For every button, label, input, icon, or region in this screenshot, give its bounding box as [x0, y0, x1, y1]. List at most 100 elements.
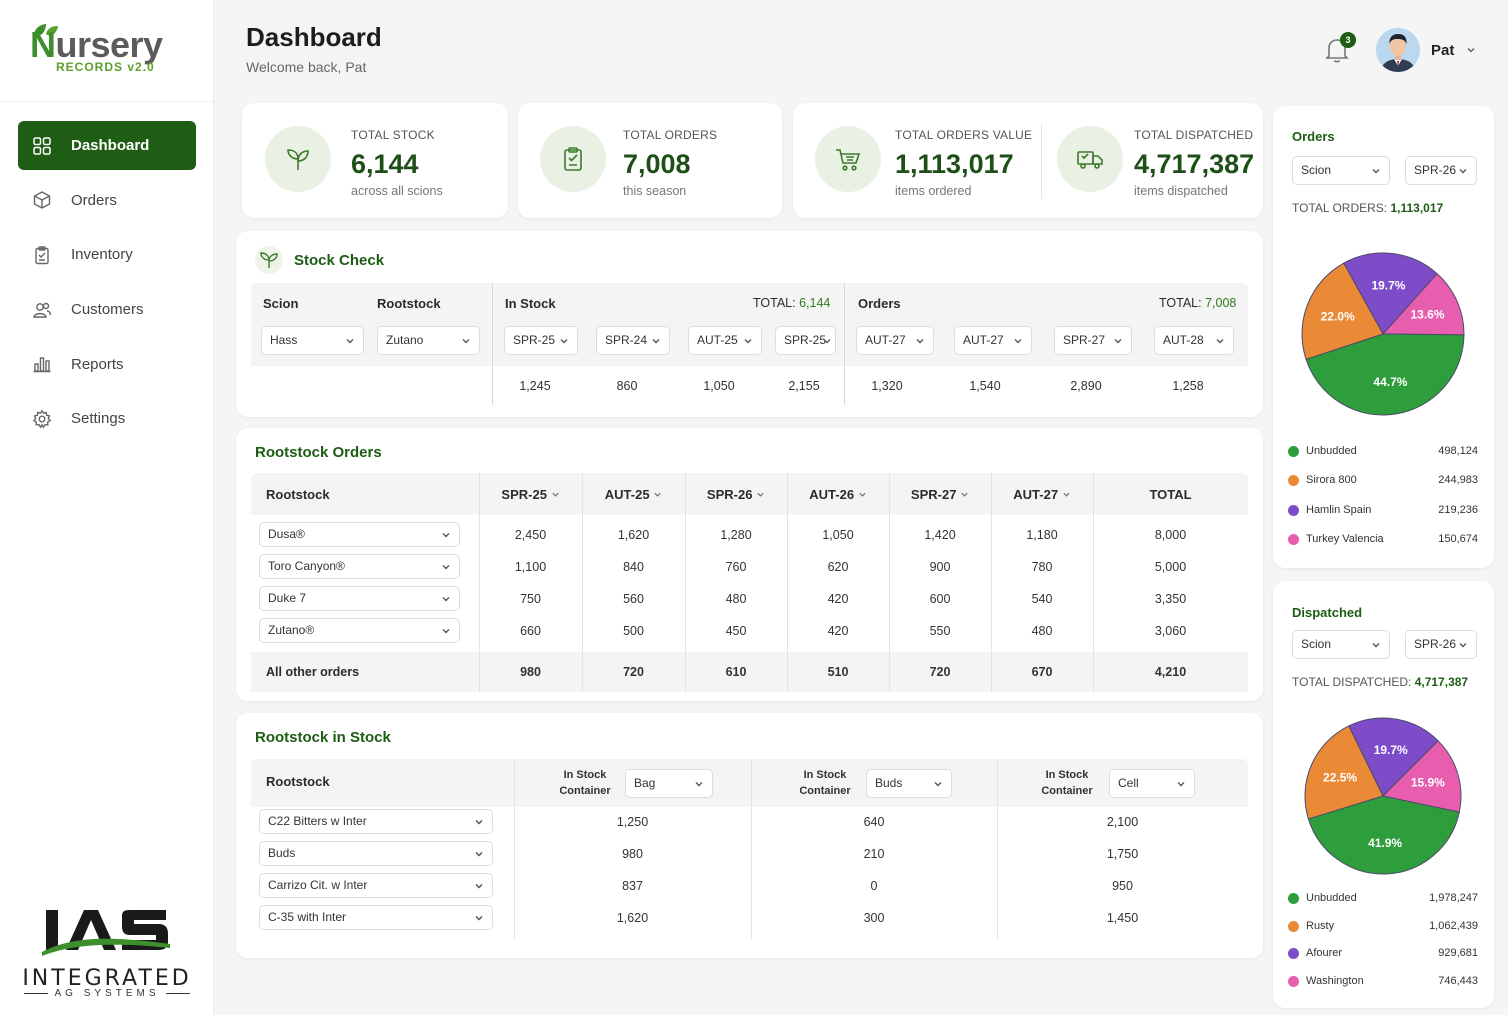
container-select-cell[interactable]: Cell	[1109, 769, 1195, 798]
other-orders-value: 610	[725, 665, 747, 679]
rootstock-row-select[interactable]: Duke 7	[259, 586, 460, 611]
period-column-header[interactable]: AUT-25	[582, 487, 685, 502]
stock-value: 837	[622, 879, 643, 893]
chevron-down-icon	[475, 884, 483, 889]
order-value: 760	[725, 560, 747, 574]
pie-slice-sirora-800[interactable]	[1301, 262, 1384, 360]
scion-select[interactable]: Hass	[261, 326, 364, 355]
period-column-header[interactable]: SPR-25	[479, 487, 582, 502]
page-subtitle: Welcome back, Pat	[246, 59, 367, 75]
container-select-bag[interactable]: Bag	[625, 769, 713, 798]
order-value: 560	[623, 592, 644, 606]
in-stock-period-select[interactable]: SPR-24	[596, 326, 670, 355]
other-orders-total: 4,210	[1154, 665, 1187, 679]
legend-value: 746,443	[1438, 974, 1478, 987]
user-name[interactable]: Pat	[1431, 42, 1455, 59]
order-value: 550	[929, 624, 951, 638]
in-stock-period-select[interactable]: AUT-25	[688, 326, 762, 355]
pie-slice-washington[interactable]	[1381, 740, 1462, 813]
grid-icon	[32, 136, 52, 156]
other-orders-value: 670	[1031, 665, 1053, 679]
orders-period-select[interactable]: AUT-27	[954, 326, 1032, 355]
chevron-down-icon	[1114, 339, 1122, 344]
legend-item[interactable]: Washington 746,443	[1288, 974, 1478, 990]
orders-period-select[interactable]: AUT-27	[856, 326, 934, 355]
col-divider	[479, 473, 480, 692]
legend-item[interactable]: Turkey Valencia 150,674	[1288, 532, 1478, 548]
rootstock-row-select[interactable]: C-35 with Inter	[259, 905, 493, 930]
rootstock-row-select[interactable]: Toro Canyon®	[259, 554, 460, 579]
rootstock-name: Buds	[268, 846, 296, 860]
orders-header: Orders	[858, 296, 901, 311]
chevron-down-icon	[475, 820, 483, 825]
container-label-line2: Container	[1041, 785, 1093, 797]
order-value: 1,100	[514, 560, 547, 574]
container-label-line2: Container	[559, 785, 611, 797]
legend-item[interactable]: Afourer 929,681	[1288, 946, 1478, 962]
gear-icon	[32, 409, 52, 429]
orders-period-select[interactable]: SPR-27	[1054, 326, 1132, 355]
pie-slice-hamlin-spain[interactable]	[1343, 252, 1438, 335]
legend-value: 1,062,439	[1429, 919, 1478, 932]
chevron-down-icon	[652, 339, 660, 344]
period-column-header[interactable]: AUT-26	[787, 487, 889, 502]
bell-icon[interactable]	[1324, 36, 1350, 64]
rootstock-row-select[interactable]: Zutano®	[259, 618, 460, 643]
stock-check-title: Stock Check	[294, 252, 385, 269]
avatar[interactable]	[1376, 28, 1420, 72]
legend-item[interactable]: Hamlin Spain 219,236	[1288, 503, 1478, 519]
box-icon	[32, 190, 52, 210]
rootstock-row-select[interactable]: Dusa®	[259, 522, 460, 547]
pie-slice-rusty[interactable]	[1304, 725, 1384, 820]
sidebar-item-orders[interactable]: Orders	[18, 176, 196, 225]
nursery-records-logo[interactable]: Nursery RECORDS v2.0	[30, 24, 190, 80]
other-orders-value: 510	[827, 665, 849, 679]
rootstock-select[interactable]: Zutano	[377, 326, 480, 355]
orders-period-select[interactable]: AUT-28	[1154, 326, 1234, 355]
pie-slice-unbudded[interactable]	[1305, 333, 1465, 416]
rootstock-in-stock-card: Rootstock in Stock Rootstock In Stock Co…	[236, 713, 1263, 958]
order-value: 1,420	[924, 528, 956, 542]
rootstock-name: C22 Bitters w Inter	[268, 814, 367, 828]
pie-slice-turkey-valencia[interactable]	[1381, 273, 1465, 336]
chevron-down-icon	[346, 339, 354, 344]
pie-slice-unbudded[interactable]	[1307, 795, 1460, 875]
total-column-header: TOTAL	[1149, 487, 1192, 502]
container-select-buds[interactable]: Buds	[866, 769, 952, 798]
orders-period-filter[interactable]: SPR-26	[1405, 156, 1477, 185]
period-column-header[interactable]: SPR-26	[685, 487, 787, 502]
sidebar-item-label: Orders	[71, 191, 117, 209]
sidebar-item-label: Dashboard	[71, 137, 150, 154]
kpi-value: 1,113,017	[895, 149, 1014, 179]
legend-item[interactable]: Sirora 800 244,983	[1288, 473, 1478, 489]
pie-percent-label: 19.7%	[1374, 743, 1408, 757]
sidebar-item-dashboard[interactable]: Dashboard	[18, 121, 196, 170]
period-column-header[interactable]: AUT-27	[991, 487, 1093, 502]
pie-slice-afourer[interactable]	[1348, 717, 1439, 797]
legend-item[interactable]: Unbudded 498,124	[1288, 444, 1478, 460]
in-stock-period-select[interactable]: SPR-25	[775, 326, 836, 355]
dispatched-period-filter[interactable]: SPR-26	[1405, 630, 1477, 659]
orders-scion-filter[interactable]: Scion	[1292, 156, 1390, 185]
order-value: 2,450	[514, 528, 547, 542]
sidebar-item-inventory[interactable]: Inventory	[18, 230, 196, 279]
rootstock-row-select[interactable]: Carrizo Cit. w Inter	[259, 873, 493, 898]
legend-item[interactable]: Unbudded 1,978,247	[1288, 891, 1478, 907]
in-stock-period-select[interactable]: SPR-25	[504, 326, 578, 355]
pie-percent-label: 22.0%	[1321, 309, 1355, 323]
chevron-down-icon[interactable]	[1466, 45, 1476, 55]
rootstock-row-select[interactable]: C22 Bitters w Inter	[259, 809, 493, 834]
legend-item[interactable]: Rusty 1,062,439	[1288, 919, 1478, 935]
kpi-label: TOTAL STOCK	[351, 128, 435, 142]
other-orders-value: 720	[623, 665, 644, 679]
period-label: AUT-25	[604, 487, 650, 502]
period-column-header[interactable]: SPR-27	[889, 487, 991, 502]
sidebar-item-settings[interactable]: Settings	[18, 394, 196, 443]
chevron-down-icon	[442, 533, 450, 538]
sidebar-item-label: Settings	[71, 410, 126, 428]
sidebar-item-customers[interactable]: Customers	[18, 285, 196, 334]
sidebar-item-reports[interactable]: Reports	[18, 340, 196, 389]
dispatched-scion-filter[interactable]: Scion	[1292, 630, 1390, 659]
order-value: 620	[827, 560, 849, 574]
rootstock-row-select[interactable]: Buds	[259, 841, 493, 866]
